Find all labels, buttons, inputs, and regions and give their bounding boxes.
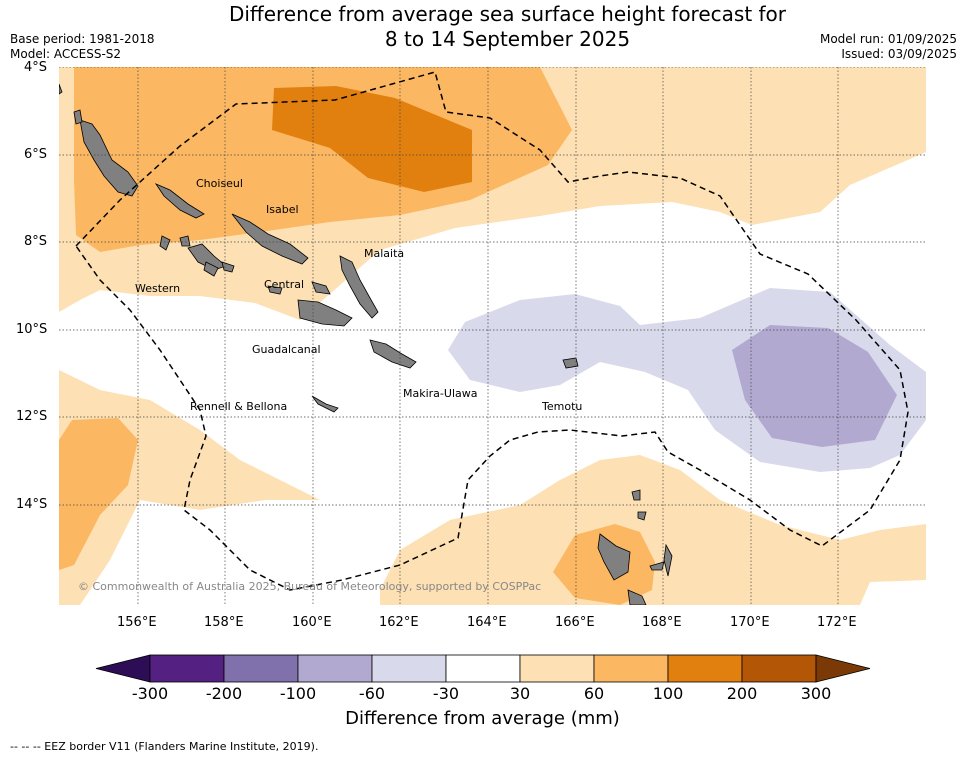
x-tick-156e: 156°E [117, 615, 157, 630]
label-makira-ulawa: Makira-Ulawa [403, 387, 478, 400]
island-vanuatu-ambae [649, 561, 665, 571]
anomaly-60-100-south [553, 524, 655, 605]
island-vanuatu-pentecost [663, 543, 673, 577]
colorbar-cell [149, 654, 225, 683]
island-choiseul [154, 183, 205, 219]
colorbar-extend-max [815, 654, 871, 683]
colorbar-tick-label: -100 [279, 684, 317, 703]
colorbar-tick-label: 60 [583, 684, 605, 703]
colorbar-cell [519, 654, 595, 683]
island-central [267, 285, 283, 295]
island-santa-cruz [562, 357, 579, 369]
colorbar-cell [223, 654, 299, 683]
x-tick-168e: 168°E [642, 615, 682, 630]
island-rendova [203, 261, 219, 277]
x-tick-172e: 172°E [817, 615, 857, 630]
base-period-text: Base period: 1981-2018 [10, 32, 155, 46]
island-guadalcanal [297, 299, 353, 327]
y-tick-8s: 8°S [24, 234, 48, 249]
gridlines [59, 67, 926, 605]
colorbar-tick-label: 100 [652, 684, 684, 703]
label-guadalcanal: Guadalcanal [252, 343, 321, 356]
x-tick-162e: 162°E [379, 615, 419, 630]
meta-right: Model run: 01/09/2025 Issued: 03/09/2025 [820, 32, 957, 62]
colorbar-cell [741, 654, 817, 683]
colorbar-cell [593, 654, 669, 683]
meta-left: Base period: 1981-2018 Model: ACCESS-S2 [10, 32, 155, 62]
islands [59, 83, 673, 605]
x-tick-164e: 164°E [467, 615, 507, 630]
colorbar-tick-label: 200 [726, 684, 758, 703]
colorbar-tick-label: -200 [205, 684, 243, 703]
map-area [59, 67, 926, 605]
x-tick-166e: 166°E [555, 615, 595, 630]
island-isabel [231, 213, 309, 265]
island-malaita [339, 255, 379, 319]
anomaly-30-60-southeast [380, 455, 926, 605]
island-vella [159, 235, 171, 251]
island-torres [637, 511, 647, 521]
anomaly-60-100-west [59, 418, 138, 570]
label-malaita: Malaita [364, 247, 405, 260]
colorbar-cell [297, 654, 373, 683]
island-buka [73, 109, 83, 125]
anomaly-neg60-neg100 [732, 325, 897, 447]
colorbar-cell [445, 654, 521, 683]
island-banks [631, 489, 641, 501]
label-temotu: Temotu [542, 400, 583, 413]
model-text: Model: ACCESS-S2 [10, 47, 122, 61]
label-western: Western [135, 282, 181, 295]
colorbar-tick-label: 300 [800, 684, 832, 703]
colorbar-tick-label: -60 [358, 684, 386, 703]
issued-text: Issued: 03/09/2025 [841, 47, 957, 61]
label-central: Central [264, 278, 305, 291]
copyright-text: © Commonwealth of Australia 2025, Bureau… [78, 580, 542, 593]
island-kolombangara [179, 235, 191, 247]
footer-eez-note: -- -- -- EEZ border V11 (Flanders Marine… [10, 740, 319, 753]
y-tick-12s: 12°S [16, 409, 48, 424]
label-rennell-bellona: Rennell & Bellona [190, 400, 288, 413]
island-vanuatu-malakula [627, 589, 647, 605]
island-florida [311, 281, 331, 295]
colorbar-cell [371, 654, 447, 683]
colorbar-tick-label: -300 [131, 684, 169, 703]
colorbar-extend-min [95, 654, 151, 683]
title-line-2: 8 to 14 September 2025 [384, 27, 631, 51]
colorbar [95, 654, 871, 683]
title-line-1: Difference from average sea surface heig… [228, 2, 787, 26]
y-tick-10s: 10°S [16, 322, 48, 337]
colorbar-tick-label: 30 [509, 684, 531, 703]
anomaly-60-100-northwest [74, 67, 572, 252]
x-tick-170e: 170°E [730, 615, 770, 630]
label-choiseul: Choiseul [196, 177, 243, 190]
colorbar-tick-label: -30 [432, 684, 460, 703]
colorbar-title: Difference from average (mm) [345, 708, 620, 729]
label-isabel: Isabel [266, 203, 299, 216]
y-tick-14s: 14°S [16, 497, 48, 512]
x-tick-158e: 158°E [204, 615, 244, 630]
x-tick-160e: 160°E [292, 615, 332, 630]
y-tick-4s: 4°S [24, 60, 48, 75]
eez-border-solomon [75, 71, 909, 591]
island-new-ireland-tip [59, 83, 63, 95]
anomaly-100-200 [272, 86, 472, 192]
island-bougainville [79, 119, 139, 197]
y-tick-6s: 6°S [24, 147, 48, 162]
island-makira [369, 339, 417, 369]
island-rennell [311, 395, 339, 413]
island-vanuatu-espiritu [597, 533, 631, 581]
chart-title: Difference from average sea surface heig… [0, 2, 965, 52]
model-run-text: Model run: 01/09/2025 [819, 32, 957, 46]
colorbar-cell [667, 654, 743, 683]
